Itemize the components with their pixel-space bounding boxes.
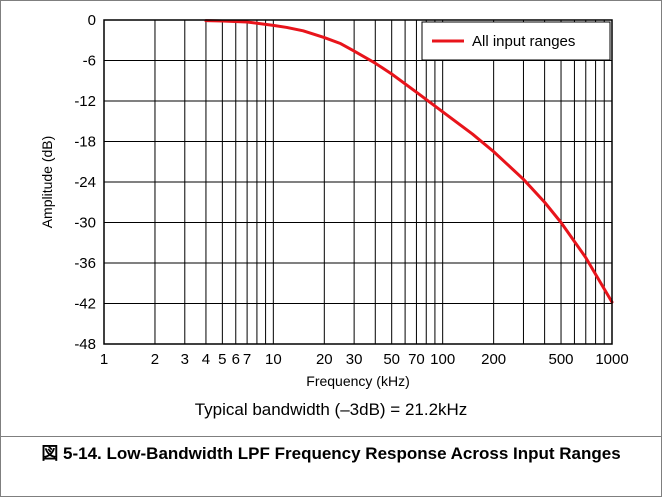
y-tick-label: -6: [83, 53, 96, 70]
x-tick-label: 6: [232, 351, 240, 368]
y-tick-label: -36: [74, 255, 96, 272]
x-axis-label: Frequency (kHz): [306, 373, 409, 389]
y-tick-label: -18: [74, 134, 96, 151]
x-tick-label: 20: [316, 351, 333, 368]
x-axis-tick-labels: 1 2 3 4 5 6 7 10 20 30 50 70 100 200 500 1000: [100, 351, 629, 368]
x-tick-label: 500: [549, 351, 574, 368]
x-tick-label: 3: [181, 351, 189, 368]
y-axis-tick-labels: 0 -6 -12 -18 -24 -30 -36 -42 -48: [74, 12, 96, 353]
x-tick-label: 7: [243, 351, 251, 368]
x-tick-label: 4: [202, 351, 210, 368]
figure-caption: 図 5-14. Low-Bandwidth LPF Frequency Resp…: [6, 443, 656, 465]
y-tick-label: 0: [88, 12, 96, 29]
y-tick-label: -30: [74, 215, 96, 232]
caption-figure-number: 図 5-14.: [41, 444, 102, 463]
x-tick-label: 5: [218, 351, 226, 368]
x-tick-label: 200: [481, 351, 506, 368]
x-tick-label: 1000: [595, 351, 628, 368]
y-tick-label: -48: [74, 336, 96, 353]
grid-lines: [104, 20, 612, 344]
y-axis-label: Amplitude (dB): [39, 136, 55, 229]
frequency-response-chart: 0 -6 -12 -18 -24 -30 -36 -42 -48 1 2 3 4 5 6 7 10 20 30 50…: [39, 12, 629, 389]
series-line: [204, 19, 614, 304]
bandwidth-note: Typical bandwidth (–3dB) = 21.2kHz: [194, 400, 468, 419]
plot-area-border: [103, 19, 613, 345]
caption-divider: [0, 436, 662, 437]
x-tick-label: 1: [100, 351, 108, 368]
y-tick-label: -24: [74, 174, 96, 191]
x-tick-label: 30: [346, 351, 363, 368]
x-tick-label: 100: [430, 351, 455, 368]
legend: All input ranges: [421, 21, 611, 61]
series-lines: [204, 19, 614, 304]
x-tick-label: 10: [265, 351, 282, 368]
x-tick-label: 2: [151, 351, 159, 368]
y-tick-label: -42: [74, 296, 96, 313]
caption-title: Low-Bandwidth LPF Frequency Response Acr…: [106, 444, 621, 463]
x-tick-label: 70: [408, 351, 425, 368]
y-tick-label: -12: [74, 93, 96, 110]
x-tick-label: 50: [383, 351, 400, 368]
legend-label-all-input-ranges: All input ranges: [472, 33, 575, 50]
